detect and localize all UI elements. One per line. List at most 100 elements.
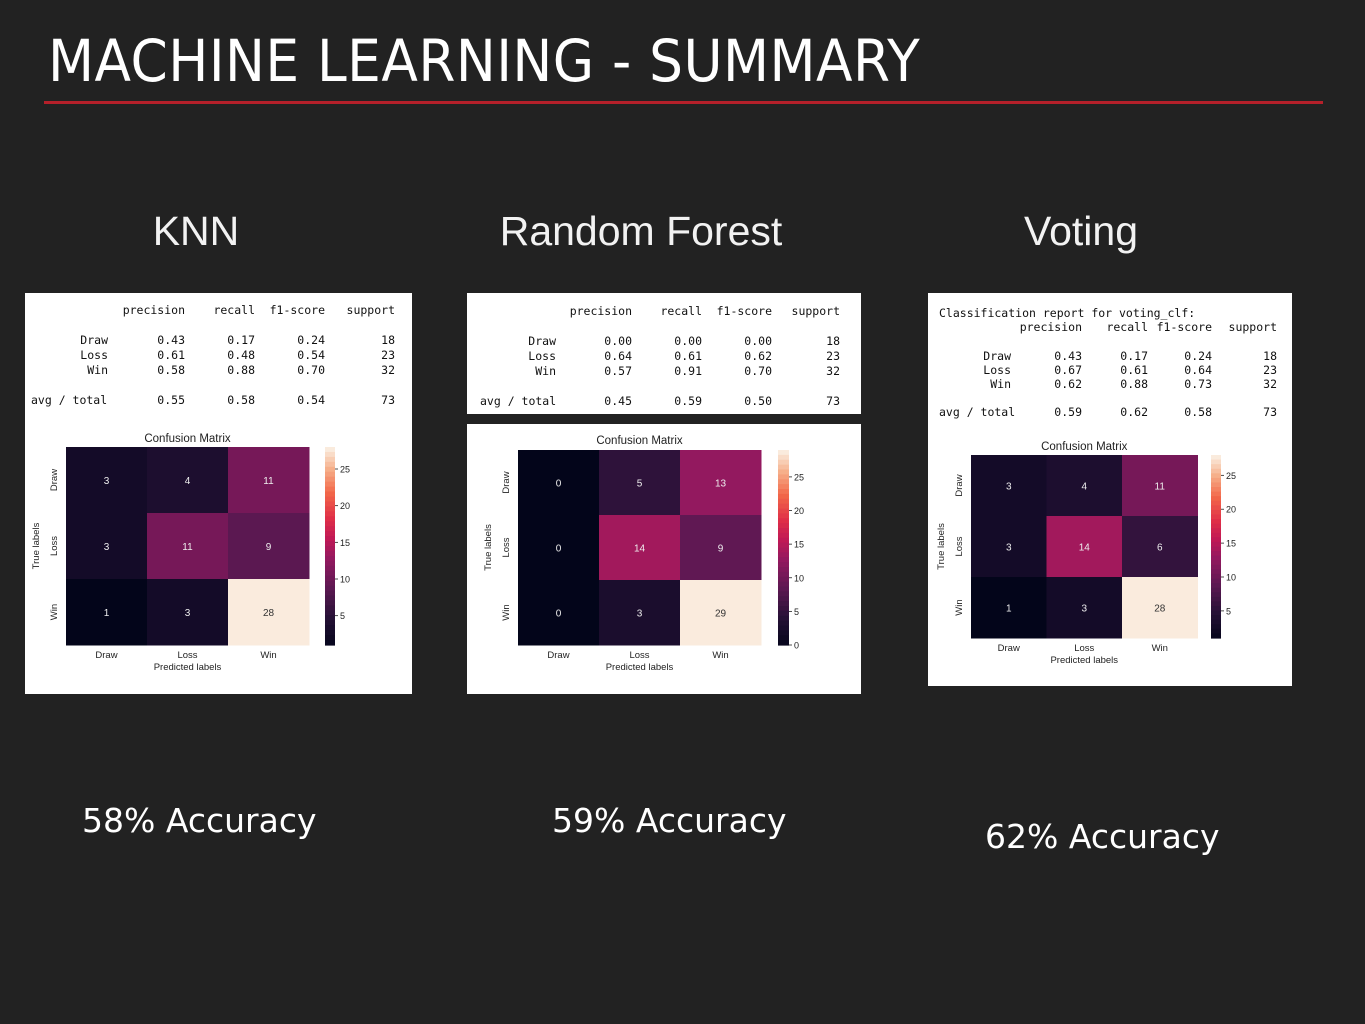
row-value: 0.88 xyxy=(1120,377,1148,391)
colorbar-segment xyxy=(1211,477,1221,484)
row-value: 18 xyxy=(1263,349,1277,363)
colorbar-segment xyxy=(778,479,789,485)
row-value: 18 xyxy=(826,334,840,348)
colorbar-segment xyxy=(778,469,789,475)
colorbar-segment xyxy=(325,570,335,577)
knn-accuracy: 58% Accuracy xyxy=(82,801,317,840)
colorbar-segment xyxy=(1211,551,1221,557)
heatmap-cell xyxy=(599,580,681,646)
colorbar-segment xyxy=(778,615,789,622)
row-value: 0.24 xyxy=(297,333,325,347)
total-value: 73 xyxy=(1263,405,1277,419)
x-tick-label: Draw xyxy=(95,650,117,661)
colorbar-segment xyxy=(778,576,789,583)
colorbar-segment xyxy=(325,550,335,557)
x-tick-label: Loss xyxy=(1074,643,1094,654)
colorbar-segment xyxy=(325,590,335,597)
colorbar-tick-label: 20 xyxy=(340,501,350,511)
colorbar-segment xyxy=(325,575,335,582)
colorbar-tick-label: 15 xyxy=(1226,539,1236,549)
row-value: 0.61 xyxy=(157,348,185,362)
column-header: recall xyxy=(660,304,702,318)
row-label: Win xyxy=(87,363,108,377)
chart-title: Confusion Matrix xyxy=(1041,441,1128,453)
colorbar-segment xyxy=(325,615,335,621)
cell-value-label: 11 xyxy=(263,476,274,487)
heatmap-cell xyxy=(66,513,148,580)
heatmap-cell xyxy=(1122,516,1198,578)
colorbar-segment xyxy=(325,471,335,478)
colorbar-tick-label: 0 xyxy=(794,641,799,651)
column-header: support xyxy=(1228,320,1277,334)
cell-value-label: 0 xyxy=(556,544,562,555)
row-label: Loss xyxy=(983,363,1011,377)
colorbar-segment xyxy=(778,557,789,563)
colorbar-tick-label: 20 xyxy=(794,506,804,516)
colorbar-segment xyxy=(325,635,335,641)
colorbar-segment xyxy=(1211,583,1221,589)
colorbar-segment xyxy=(778,528,789,534)
x-axis-label: Predicted labels xyxy=(1050,655,1118,666)
cell-value-label: 3 xyxy=(637,609,643,620)
colorbar-segment xyxy=(778,508,789,514)
cell-value-label: 29 xyxy=(715,609,727,620)
random-forest-accuracy: 59% Accuracy xyxy=(552,801,787,840)
colorbar-segment xyxy=(1211,601,1221,607)
colorbar-segment xyxy=(1211,455,1221,461)
row-value: 0.70 xyxy=(744,364,772,378)
cell-value-label: 6 xyxy=(1157,543,1163,554)
colorbar-segment xyxy=(778,518,789,524)
colorbar-segment xyxy=(1211,578,1221,584)
colorbar-tick-label: 25 xyxy=(794,472,804,482)
heatmap-cell xyxy=(971,516,1047,578)
heatmap-cell xyxy=(680,515,762,581)
colorbar-segment xyxy=(1211,633,1221,639)
heatmap-cell xyxy=(228,579,310,646)
total-label: avg / total xyxy=(939,405,1016,419)
y-tick-label: Loss xyxy=(49,536,60,556)
colorbar-segment xyxy=(1211,560,1221,566)
confusion-matrix-svg: Confusion Matrix 3 4 11 3 11 9 1 3 28 Draw Loss Win P… xyxy=(31,433,350,673)
colorbar-tick-label: 15 xyxy=(340,538,350,548)
cell-value-label: 11 xyxy=(1155,482,1166,493)
colorbar-segment xyxy=(778,552,789,558)
confusion-matrix: Confusion Matrix 3 4 11 3 14 6 1 3 28 Draw Loss Win P… xyxy=(928,433,1292,686)
column-header: precision xyxy=(1019,320,1082,334)
heading-random-forest: Random Forest xyxy=(499,208,783,254)
colorbar-segment xyxy=(1211,587,1221,593)
colorbar-segment xyxy=(325,546,335,552)
colorbar-segment xyxy=(778,581,789,588)
colorbar-segment xyxy=(1211,596,1221,602)
chart-title: Confusion Matrix xyxy=(596,435,683,447)
heatmap-cell xyxy=(680,450,762,516)
x-axis-label: Predicted labels xyxy=(154,662,222,673)
cell-value-label: 0 xyxy=(556,479,562,490)
colorbar-segment xyxy=(1211,537,1221,543)
colorbar-segment xyxy=(325,447,335,453)
x-axis-label: Predicted labels xyxy=(606,662,674,673)
heatmap-cell xyxy=(147,513,229,580)
column-header: recall xyxy=(213,303,255,317)
column-header: f1-score xyxy=(269,303,325,317)
y-tick-label: Draw xyxy=(49,469,60,491)
heatmap-cell xyxy=(518,515,600,581)
colorbar-tick-label: 5 xyxy=(1226,606,1231,616)
row-label: Win xyxy=(535,364,556,378)
colorbar-segment xyxy=(778,513,789,519)
colorbar-segment xyxy=(325,640,335,646)
colorbar-segment xyxy=(778,640,789,646)
colorbar-segment xyxy=(1211,569,1221,575)
colorbar-segment xyxy=(325,496,335,503)
colorbar-segment xyxy=(1211,532,1221,538)
row-value: 0.70 xyxy=(297,363,325,377)
colorbar-segment xyxy=(325,511,335,517)
cell-value-label: 1 xyxy=(1006,604,1012,615)
y-tick-label: Draw xyxy=(954,474,965,496)
heatmap-cell xyxy=(518,450,600,516)
colorbar-segment xyxy=(1211,496,1221,502)
row-value: 0.00 xyxy=(604,334,632,348)
colorbar-segment xyxy=(778,606,789,612)
colorbar-segment xyxy=(325,466,335,473)
row-value: 0.64 xyxy=(604,349,632,363)
x-tick-label: Loss xyxy=(177,650,197,661)
